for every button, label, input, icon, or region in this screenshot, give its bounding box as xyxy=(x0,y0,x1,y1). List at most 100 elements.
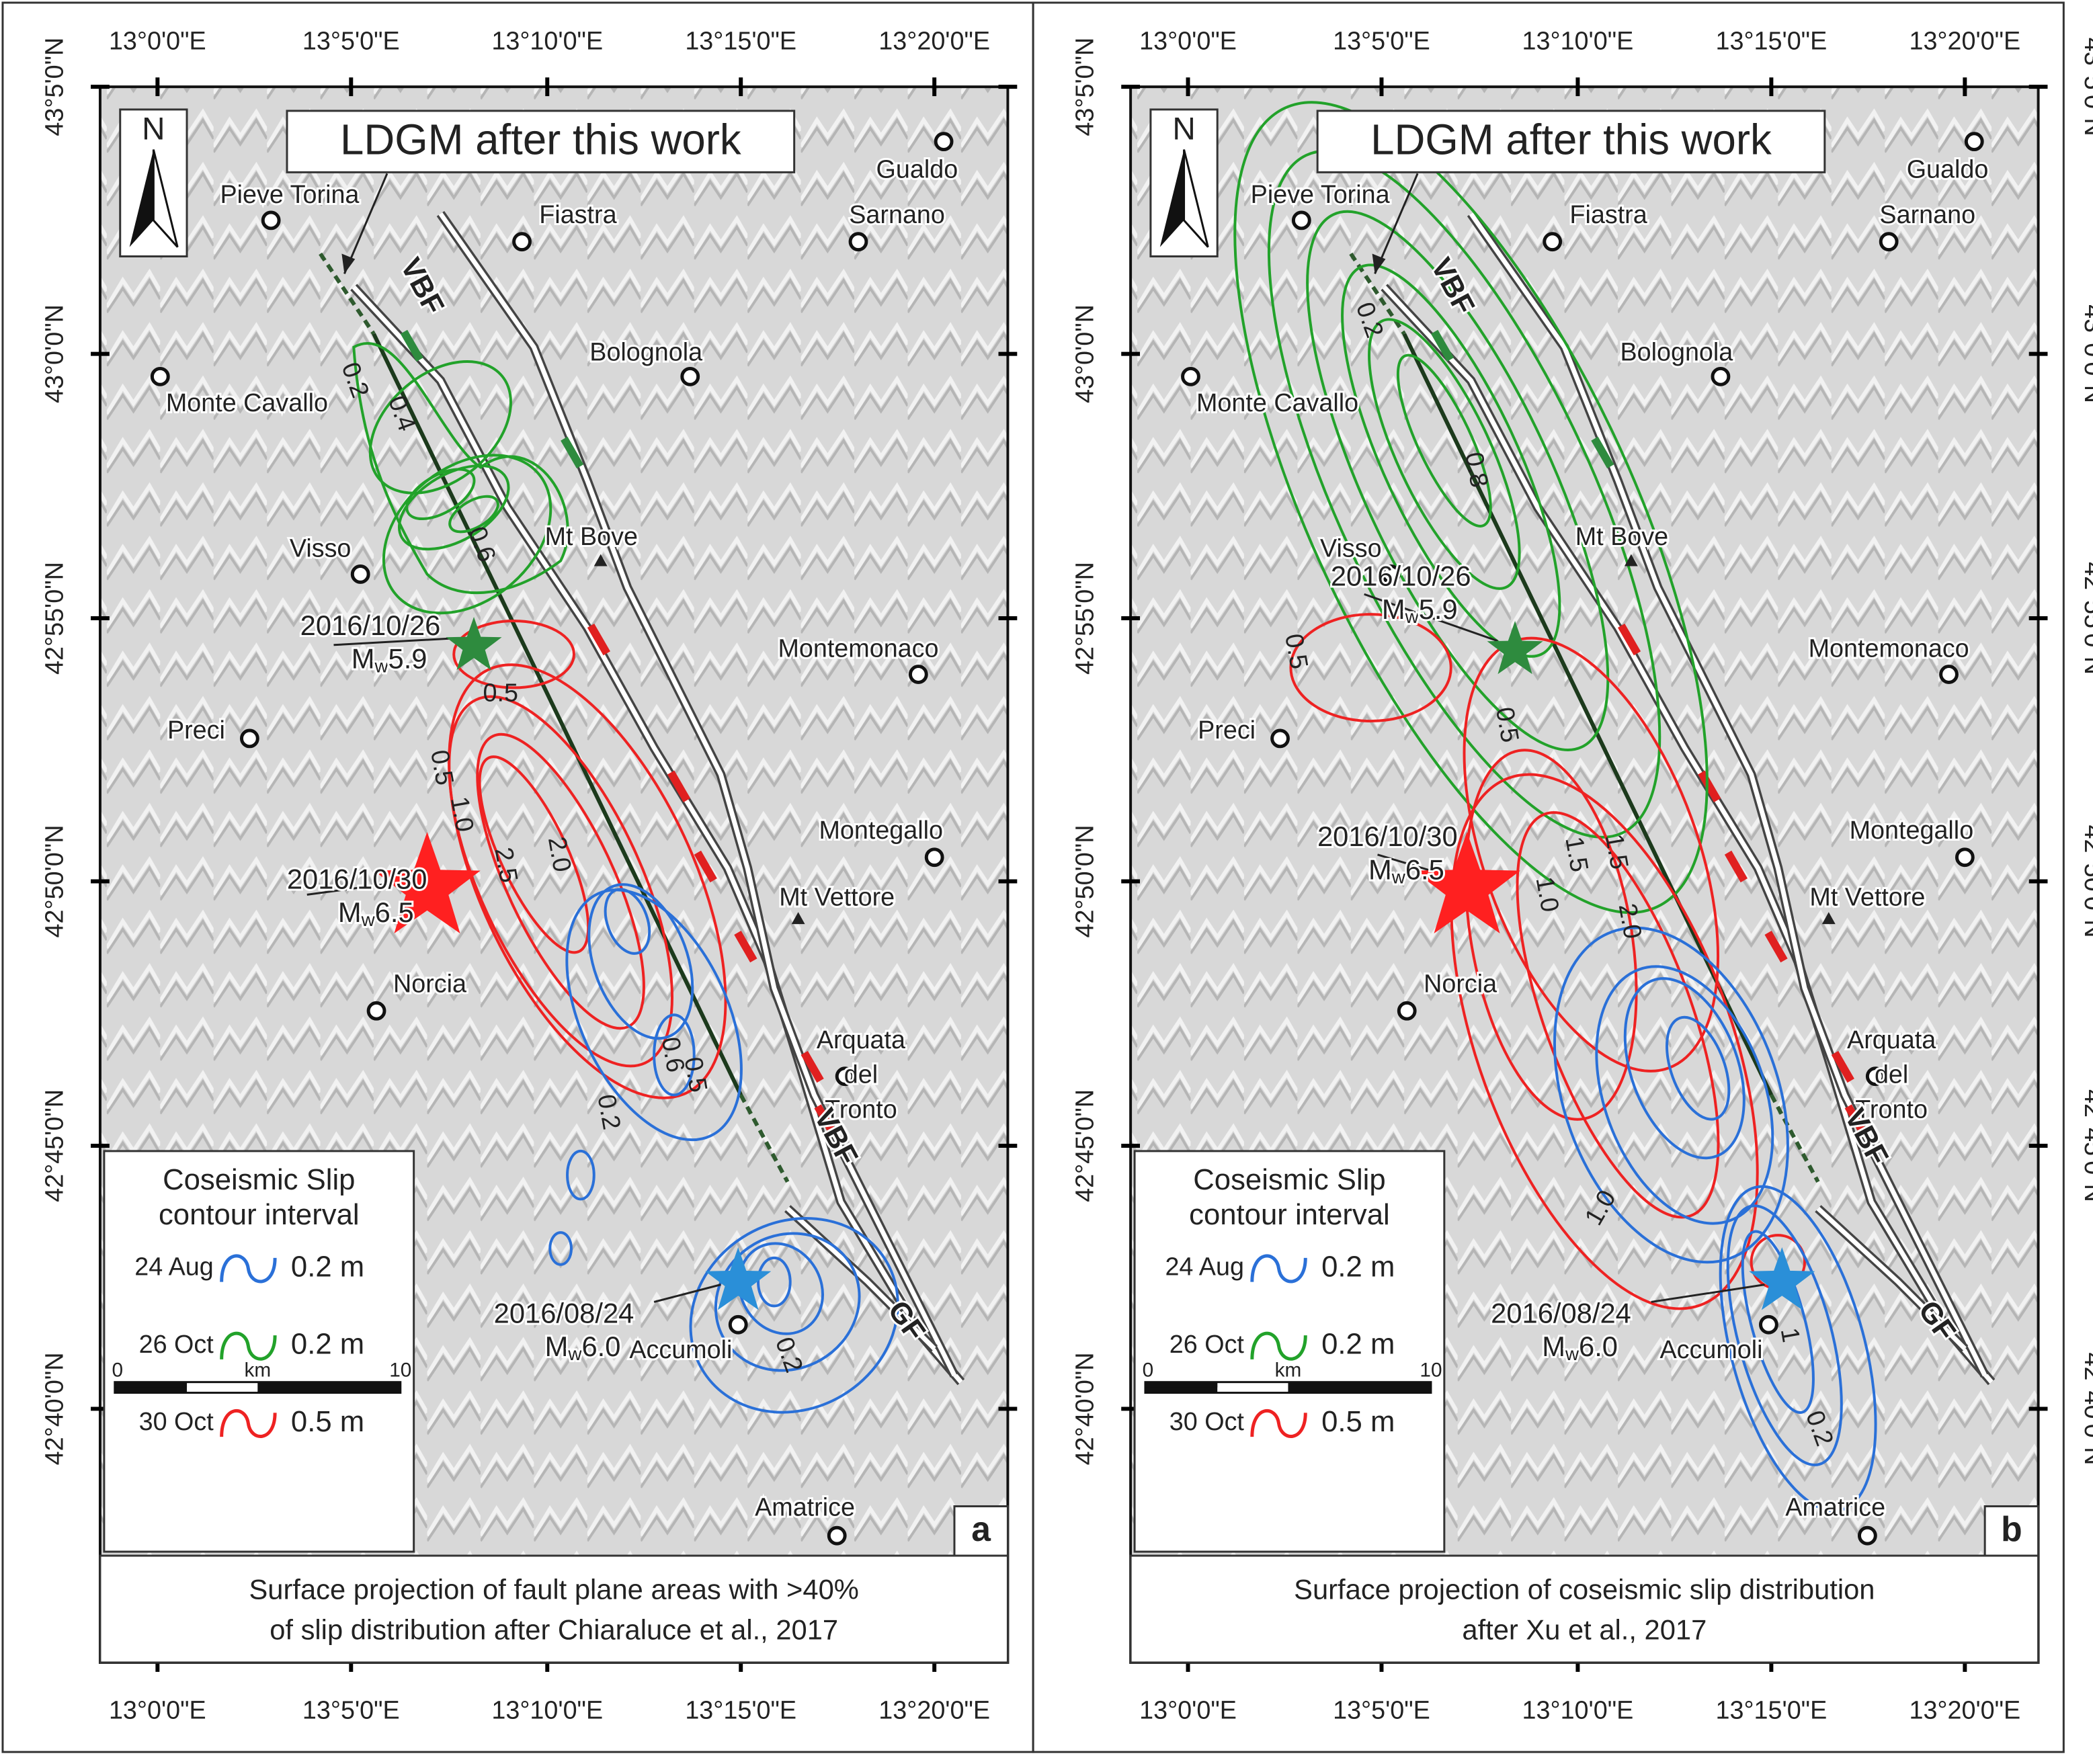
fault-rupture xyxy=(1724,850,1748,883)
place-label: Mt Vettore xyxy=(1809,882,1925,911)
place-label: Norcia xyxy=(393,969,466,997)
legend-interval: 0.5 m xyxy=(1321,1405,1395,1438)
mag-symbol: M xyxy=(338,896,362,928)
legend-date: 30 Oct xyxy=(139,1407,214,1435)
slip-contour xyxy=(397,464,510,551)
panel-letter: a xyxy=(971,1509,991,1548)
fault-rupture xyxy=(400,329,423,362)
fault xyxy=(1382,285,1994,1384)
mag-value: 6.5 xyxy=(375,896,414,928)
lat-label: 42°55'0"N xyxy=(1071,562,1099,675)
place-label: Amatrice xyxy=(755,1493,855,1521)
lon-label: 13°5'0"E xyxy=(302,27,400,55)
mag-value: 6.0 xyxy=(1579,1331,1618,1362)
town-marker xyxy=(150,366,170,386)
lon-label: 13°0'0"E xyxy=(1139,1695,1237,1724)
place-label: Visso xyxy=(1320,534,1382,562)
legend-symbol xyxy=(220,1254,277,1284)
contour-label: 0.5 xyxy=(1491,705,1524,745)
place-label: Sarnano xyxy=(849,200,945,228)
event-magnitude: Mw6.5 xyxy=(1368,854,1444,888)
slip-contour xyxy=(1289,613,1452,723)
lat-label: 42°45'0"N xyxy=(2080,1089,2093,1202)
slip-contour xyxy=(448,495,499,534)
epicenter-star xyxy=(446,617,502,671)
town-marker xyxy=(1879,232,1899,252)
mag-sub: w xyxy=(1391,867,1406,888)
lat-label: 42°40'0"N xyxy=(2080,1352,2093,1465)
slip-contour xyxy=(1450,773,1759,1310)
town-marker xyxy=(1865,1066,1885,1087)
north-arrow xyxy=(1183,149,1209,248)
town-marker xyxy=(1759,1314,1778,1335)
letter-box xyxy=(953,1505,1009,1557)
leader xyxy=(653,1284,721,1303)
caption-box xyxy=(1129,1554,2040,1664)
legend-title: contour interval xyxy=(159,1198,360,1231)
event-date: 2016/10/30 xyxy=(1317,821,1458,852)
north-label: N xyxy=(142,111,165,146)
legend-date: 26 Oct xyxy=(139,1330,214,1358)
place-label: del xyxy=(1875,1060,1908,1089)
fault xyxy=(1816,1206,1967,1351)
lon-label: 13°10'0"E xyxy=(1522,27,1634,55)
slip-contour xyxy=(653,1013,696,1097)
peak-marker xyxy=(1624,554,1638,566)
place-label: Gualdo xyxy=(1907,155,1989,183)
place-label: Monte Cavallo xyxy=(166,388,328,417)
ldgm xyxy=(1769,1094,1820,1183)
contour-label: 0.8 xyxy=(1460,450,1493,489)
fault-rupture xyxy=(667,770,691,802)
legend-symbol xyxy=(220,1409,277,1438)
town-marker xyxy=(1291,210,1311,230)
scale-label: 0 xyxy=(112,1359,123,1382)
event-date: 2016/10/26 xyxy=(300,610,441,641)
lat-label: 42°40'0"N xyxy=(40,1352,68,1465)
title-box xyxy=(1316,110,1826,173)
legend-box xyxy=(1133,1150,1446,1553)
place-label: del xyxy=(844,1060,878,1089)
slip-contour xyxy=(1341,263,1561,658)
place-label: Monte Cavallo xyxy=(1196,388,1358,417)
place-label: Visso xyxy=(290,534,352,562)
slip-contour xyxy=(1623,977,1746,1160)
legend-box xyxy=(103,1150,415,1553)
mag-sub: w xyxy=(361,909,376,930)
contour-label: 1.0 xyxy=(1531,874,1565,914)
legend-symbol xyxy=(1250,1409,1307,1438)
place-label: Montemonaco xyxy=(778,634,938,663)
town-marker xyxy=(848,232,868,252)
town-marker xyxy=(934,132,954,152)
arrowhead xyxy=(341,253,356,274)
epicenter-star xyxy=(1413,831,1520,934)
slip-contour xyxy=(1553,926,1789,1264)
slip-contour xyxy=(368,360,512,495)
town-marker xyxy=(350,564,370,584)
scale-label: 0 xyxy=(1143,1359,1154,1382)
lon-label: 13°15'0"E xyxy=(1716,27,1828,55)
lon-label: 13°15'0"E xyxy=(685,1695,796,1724)
place-label: Preci xyxy=(167,716,225,744)
mag-sub: w xyxy=(1405,606,1420,627)
mag-symbol: M xyxy=(545,1331,569,1362)
town-marker xyxy=(239,728,259,749)
event-date: 2016/08/24 xyxy=(1491,1297,1631,1329)
place-label: Accumoli xyxy=(629,1335,732,1363)
peak-marker xyxy=(1821,912,1836,925)
mag-sub: w xyxy=(567,1343,582,1364)
slip-contour xyxy=(382,454,552,615)
lon-label: 13°0'0"E xyxy=(1139,27,1237,55)
lon-label: 13°0'0"E xyxy=(109,1695,206,1724)
slip-contour xyxy=(452,620,575,689)
fault xyxy=(786,1206,936,1351)
fault-rupture xyxy=(1617,623,1641,656)
contour-label: 0.5 xyxy=(483,678,518,706)
lat-label: 43°5'0"N xyxy=(1071,38,1099,136)
scale-label: 10 xyxy=(389,1359,411,1382)
town-marker xyxy=(1381,564,1401,584)
legend-title: Coseismic Slip xyxy=(163,1163,355,1196)
fault-rupture xyxy=(1831,1050,1854,1083)
slip-contour xyxy=(1516,811,1720,1219)
event-date: 2016/10/26 xyxy=(1331,560,1471,591)
fault-rupture xyxy=(1844,1104,1868,1136)
